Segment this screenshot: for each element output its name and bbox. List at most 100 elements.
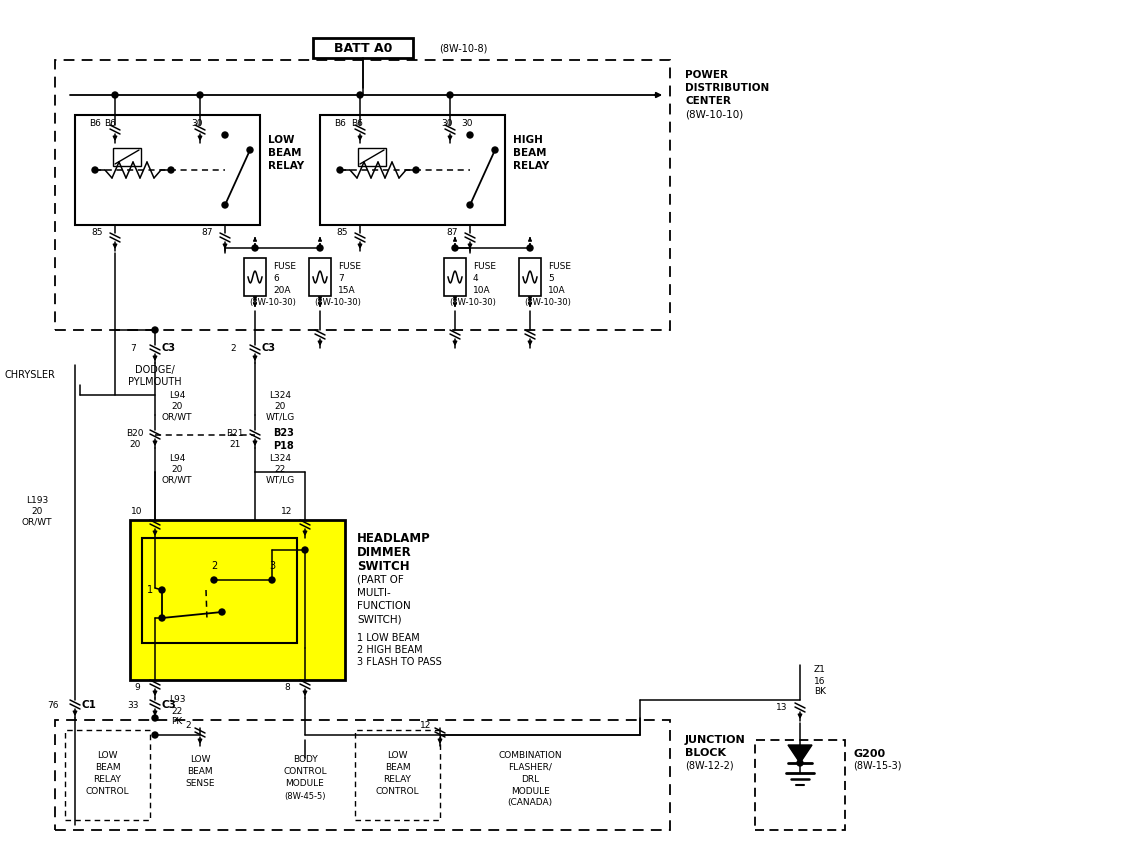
Bar (319, 115, 505, 225)
Text: LOW: LOW (268, 135, 295, 145)
Text: 7: 7 (338, 274, 344, 282)
Text: 10: 10 (132, 508, 143, 516)
Bar (142, 538, 297, 643)
Text: 6: 6 (273, 274, 279, 282)
Bar (313, 38, 413, 58)
Text: FUNCTION: FUNCTION (357, 601, 411, 611)
Text: (8W-10-8): (8W-10-8) (439, 43, 487, 53)
Text: DIMMER: DIMMER (357, 545, 412, 558)
Text: 20: 20 (171, 465, 182, 473)
Text: RELAY: RELAY (384, 775, 412, 783)
Text: (8W-12-2): (8W-12-2) (685, 761, 734, 771)
Circle shape (152, 732, 158, 738)
Circle shape (796, 760, 803, 766)
Text: C3: C3 (162, 343, 176, 353)
Text: CHRYSLER: CHRYSLER (4, 370, 55, 380)
Text: LOW: LOW (387, 751, 407, 759)
Text: B6: B6 (89, 118, 101, 128)
Circle shape (452, 245, 458, 251)
Text: 3 FLASH TO PASS: 3 FLASH TO PASS (357, 657, 442, 667)
Text: B6: B6 (334, 118, 346, 128)
Text: BODY: BODY (292, 756, 317, 764)
Circle shape (252, 245, 258, 251)
Text: 12: 12 (281, 508, 292, 516)
Text: L193: L193 (26, 496, 48, 504)
Circle shape (159, 587, 165, 593)
Circle shape (492, 147, 498, 153)
Text: 8: 8 (285, 683, 290, 693)
Text: P18: P18 (273, 441, 294, 451)
Circle shape (219, 609, 225, 615)
Text: (PART OF: (PART OF (357, 575, 404, 585)
Circle shape (92, 167, 98, 173)
Circle shape (413, 167, 418, 173)
Text: FUSE: FUSE (338, 261, 361, 270)
Text: BEAM: BEAM (94, 763, 120, 771)
Text: 20: 20 (274, 401, 286, 411)
Text: (8W-10-30): (8W-10-30) (450, 298, 496, 306)
Bar (358, 148, 386, 166)
Text: CONTROL: CONTROL (284, 768, 327, 776)
Circle shape (447, 92, 453, 98)
Text: CONTROL: CONTROL (86, 787, 129, 795)
Text: MULTI-: MULTI- (357, 588, 390, 598)
Text: (CANADA): (CANADA) (507, 799, 552, 807)
Text: (8W-10-30): (8W-10-30) (315, 298, 361, 306)
Text: FUSE: FUSE (273, 261, 296, 270)
Text: 76: 76 (47, 700, 58, 710)
Polygon shape (788, 745, 812, 763)
Text: 33: 33 (127, 700, 138, 710)
Text: WT/LG: WT/LG (266, 413, 295, 421)
Text: PK: PK (171, 717, 182, 727)
Text: RELAY: RELAY (93, 775, 122, 783)
Text: 10A: 10A (548, 286, 566, 294)
Text: 3: 3 (269, 561, 276, 571)
Text: FLASHER/: FLASHER/ (508, 763, 552, 771)
Text: FUSE: FUSE (548, 261, 572, 270)
Text: BEAM: BEAM (513, 148, 547, 158)
Bar (130, 520, 345, 680)
Text: 15A: 15A (338, 286, 356, 294)
Text: Z1: Z1 (814, 665, 826, 675)
Text: 30: 30 (191, 118, 202, 128)
Text: L324: L324 (269, 390, 291, 400)
Text: BEAM: BEAM (187, 768, 213, 776)
Text: LOW: LOW (190, 756, 210, 764)
Text: POWER: POWER (685, 70, 728, 80)
Text: DISTRIBUTION: DISTRIBUTION (685, 83, 770, 93)
Text: RELAY: RELAY (268, 161, 304, 171)
Circle shape (467, 132, 472, 138)
Text: SENSE: SENSE (186, 780, 215, 788)
Text: 10A: 10A (472, 286, 490, 294)
Bar (112, 148, 141, 166)
Text: BEAM: BEAM (268, 148, 302, 158)
Text: 20: 20 (32, 507, 43, 515)
Bar (55, 720, 670, 830)
Text: B20: B20 (126, 429, 144, 437)
Text: (8W-45-5): (8W-45-5) (285, 792, 326, 800)
Bar (519, 258, 541, 296)
Circle shape (112, 92, 118, 98)
Text: (8W-10-10): (8W-10-10) (685, 109, 744, 119)
Text: MODULE: MODULE (511, 787, 549, 795)
Bar (309, 258, 331, 296)
Bar (444, 258, 466, 296)
Text: 4: 4 (472, 274, 478, 282)
Circle shape (248, 147, 253, 153)
Circle shape (269, 577, 274, 583)
Text: 2: 2 (186, 721, 191, 729)
Text: L94: L94 (169, 454, 186, 462)
Circle shape (357, 92, 363, 98)
Text: 1 LOW BEAM: 1 LOW BEAM (357, 633, 420, 643)
Text: 2: 2 (210, 561, 217, 571)
Text: HEADLAMP: HEADLAMP (357, 532, 431, 544)
Bar (55, 60, 670, 330)
Text: OR/WT: OR/WT (21, 518, 52, 526)
Text: OR/WT: OR/WT (162, 413, 192, 421)
Text: B23: B23 (273, 428, 294, 438)
Text: 13: 13 (776, 703, 787, 711)
Text: B21: B21 (226, 429, 244, 437)
Text: 20: 20 (171, 401, 182, 411)
Circle shape (302, 547, 308, 553)
Text: 20: 20 (129, 439, 141, 449)
